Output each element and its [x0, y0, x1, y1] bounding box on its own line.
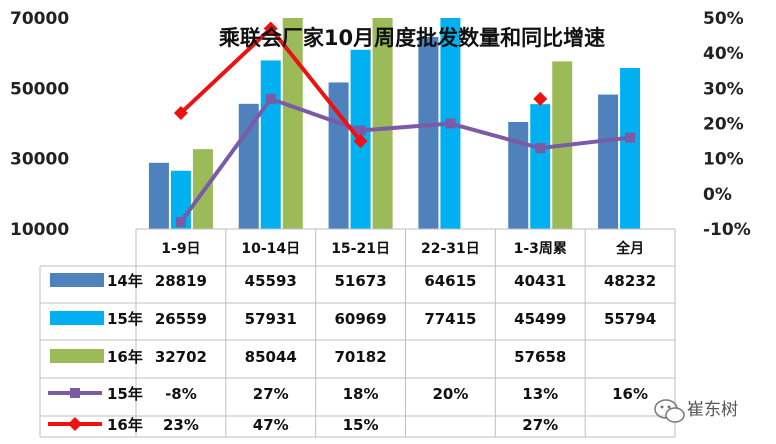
y-right-tick-label: 20%: [703, 115, 744, 135]
data-cell: 45499: [514, 310, 566, 328]
watermark-text: 崔东树: [687, 400, 738, 420]
data-cell: 28819: [155, 272, 207, 290]
y-right-tick-label: 30%: [703, 79, 744, 99]
line-marker: [535, 143, 546, 154]
y-left-tick-label: 70000: [10, 9, 69, 29]
x-tick-label: 15-21日: [331, 241, 390, 257]
y-right-tick-label: -10%: [703, 220, 751, 240]
legend-label: 15年: [107, 310, 143, 328]
y-right-tick-label: 10%: [703, 150, 744, 170]
wechat-icon: [654, 399, 685, 423]
data-cell: 27%: [253, 385, 289, 403]
data-cell: 16%: [612, 385, 648, 403]
data-cell: 48232: [604, 272, 656, 290]
data-cell: 70182: [334, 348, 386, 366]
bar-2: [620, 67, 641, 229]
bar-1: [148, 162, 169, 229]
chart-title: 乘联会厂家10月周度批发数量和同比增速: [218, 26, 605, 50]
axes-layer: 70000 50000 30000 10000 50% 40% 30% 20% 10% 0% -10…: [10, 9, 751, 240]
legend-marker: [70, 388, 80, 398]
y-left-tick-label: 30000: [10, 150, 69, 170]
bar-2: [530, 104, 551, 229]
y-left-tick-label: 10000: [10, 220, 69, 240]
y-right-tick-label: 0%: [703, 185, 732, 205]
y-left-tick-label: 50000: [10, 79, 69, 99]
legend-swatch-3: [50, 349, 104, 363]
data-cell: 57658: [514, 348, 566, 366]
data-cell: 57931: [245, 310, 297, 328]
line-marker: [353, 134, 368, 149]
line-marker: [625, 132, 636, 143]
line-marker: [263, 21, 278, 36]
data-cell: 15%: [343, 416, 379, 434]
x-tick-label: 全月: [615, 240, 644, 257]
line-marker: [265, 93, 276, 104]
x-tick-label: 1-9日: [161, 241, 200, 257]
data-table: 1-9日 10-14日 15-21日 22-31日 1-3周累 全月 14年 28819 455…: [39, 228, 676, 438]
line-marker: [445, 118, 456, 129]
x-tick-label: 10-14日: [241, 241, 300, 257]
data-cell: 20%: [432, 385, 468, 403]
data-cell: 55794: [604, 310, 656, 328]
line-marker: [355, 125, 366, 136]
legend-label: 14年: [107, 272, 143, 290]
data-cell: 26559: [155, 310, 207, 328]
bar-3: [282, 18, 303, 229]
y-right-tick-label: 50%: [703, 9, 744, 29]
x-tick-label: 22-31日: [421, 241, 480, 257]
legend-marker: [68, 417, 82, 431]
legend-swatch-1: [50, 273, 104, 287]
data-cell: 32702: [155, 348, 207, 366]
watermark: 崔东树: [654, 399, 738, 423]
y-right-tick-label: 40%: [703, 44, 744, 64]
data-cell: 51673: [334, 272, 386, 290]
bar-3: [372, 18, 393, 229]
data-cell: -8%: [165, 385, 197, 403]
line-marker: [173, 105, 188, 120]
line-marker: [533, 91, 548, 106]
data-cell: 85044: [245, 348, 297, 366]
bar-1: [418, 36, 439, 229]
data-cell: 64615: [424, 272, 476, 290]
data-cell: 77415: [424, 310, 476, 328]
data-cell: 27%: [522, 416, 558, 434]
legend-label: 16年: [107, 348, 143, 366]
line-marker: [175, 216, 186, 227]
data-cell: 23%: [163, 416, 199, 434]
bar-1: [508, 121, 529, 229]
legend-label: 15年: [107, 385, 143, 403]
lines-layer: [173, 21, 636, 227]
bar-2: [260, 60, 281, 229]
data-cell: 60969: [334, 310, 386, 328]
data-cell: 18%: [343, 385, 379, 403]
x-tick-label: 1-3周累: [514, 241, 567, 257]
data-cell: 47%: [253, 416, 289, 434]
line-1: [179, 96, 631, 224]
bar-1: [598, 94, 619, 229]
data-cell: 13%: [522, 385, 558, 403]
legend-swatch-2: [50, 311, 104, 325]
data-cell: 40431: [514, 272, 566, 290]
legend-label: 16年: [107, 416, 143, 434]
data-cell: 45593: [245, 272, 297, 290]
